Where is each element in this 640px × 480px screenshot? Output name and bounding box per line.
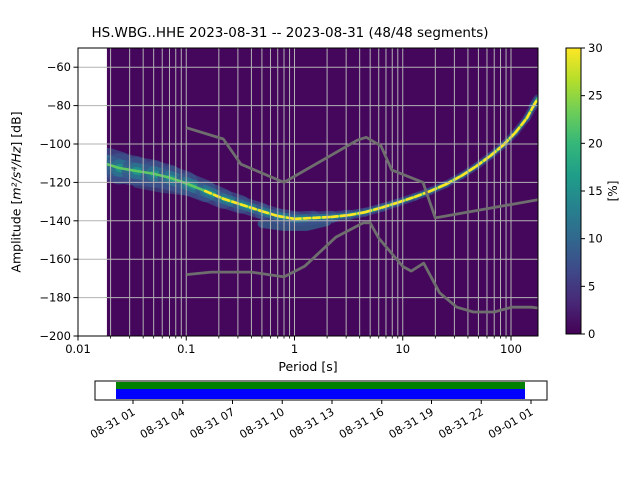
colorbar-tick-label: 25 — [588, 89, 603, 103]
grid-lines — [78, 48, 538, 336]
plot-title: HS.WBG..HHE 2023-08-31 -- 2023-08-31 (48… — [91, 25, 489, 41]
timeline-tick-label: 08-31 13 — [287, 405, 336, 441]
y-tick-label: −200 — [39, 329, 71, 343]
x-tick-label: 1 — [291, 342, 298, 356]
x-tick-label: 10 — [395, 342, 410, 356]
y-axis-label: Amplitude [m²/s⁴/Hz] [dB] — [8, 111, 24, 273]
x-tick-label: 0.1 — [177, 342, 195, 356]
y-tick-label: −180 — [39, 291, 71, 305]
y-tick-label: −80 — [47, 99, 71, 113]
colorbar-tick-label: 30 — [588, 41, 603, 55]
x-tick-label: 0.01 — [65, 342, 91, 356]
y-tick-label: −100 — [39, 137, 71, 151]
colorbar-tick-label: 20 — [588, 136, 603, 150]
colorbar-tick-label: 0 — [588, 327, 595, 341]
timeline-tick-label: 09-01 01 — [486, 405, 535, 441]
colorbar — [565, 47, 582, 335]
timeline-tick-label: 08-31 07 — [188, 405, 237, 441]
plot-spines — [77, 47, 539, 337]
nhnm-curve — [185, 126, 539, 220]
y-tick-label: −160 — [39, 252, 71, 266]
y-tick-label: −60 — [47, 60, 71, 74]
colorbar-tick-label: 10 — [588, 232, 603, 246]
colorbar-tick-label: 15 — [588, 184, 603, 198]
x-tick-label: 100 — [500, 342, 522, 356]
timeline-tick-label: 08-31 22 — [436, 405, 485, 441]
timeline-tick-label: 08-31 10 — [237, 405, 286, 441]
coverage-bar-blue — [116, 389, 525, 399]
x-axis-label: Period [s] — [278, 359, 338, 374]
nlnm-curve — [186, 221, 539, 314]
colorbar-label: [%] — [606, 180, 620, 202]
y-tick-label: −120 — [39, 175, 71, 189]
colorbar-tick-label: 5 — [588, 279, 595, 293]
timeline-tick-label: 08-31 19 — [387, 405, 436, 441]
coverage-bar-green — [116, 382, 525, 389]
timeline-tick-label: 08-31 16 — [337, 405, 386, 441]
timeline-tick-label: 08-31 04 — [138, 405, 187, 441]
y-tick-label: −140 — [39, 214, 71, 228]
timeline-tick-label: 08-31 01 — [88, 405, 137, 441]
noise-model-curves — [185, 126, 539, 314]
